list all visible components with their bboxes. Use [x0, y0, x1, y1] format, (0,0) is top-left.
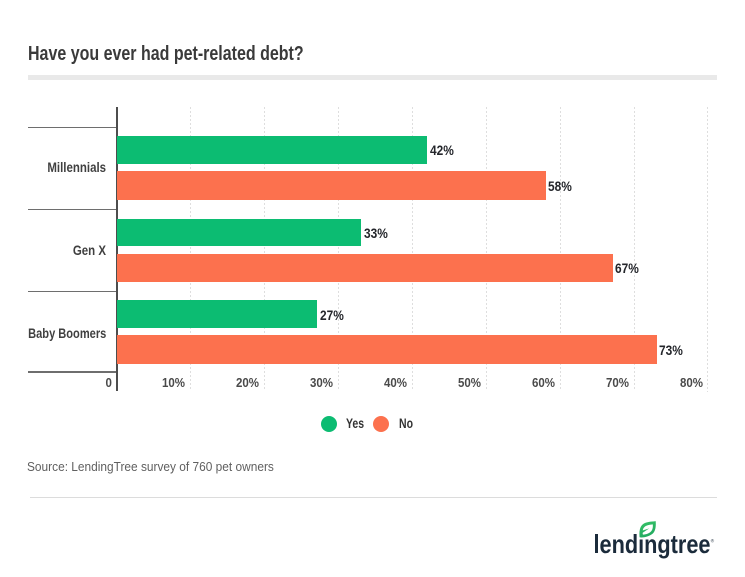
svg-text:®: ®	[711, 538, 715, 544]
